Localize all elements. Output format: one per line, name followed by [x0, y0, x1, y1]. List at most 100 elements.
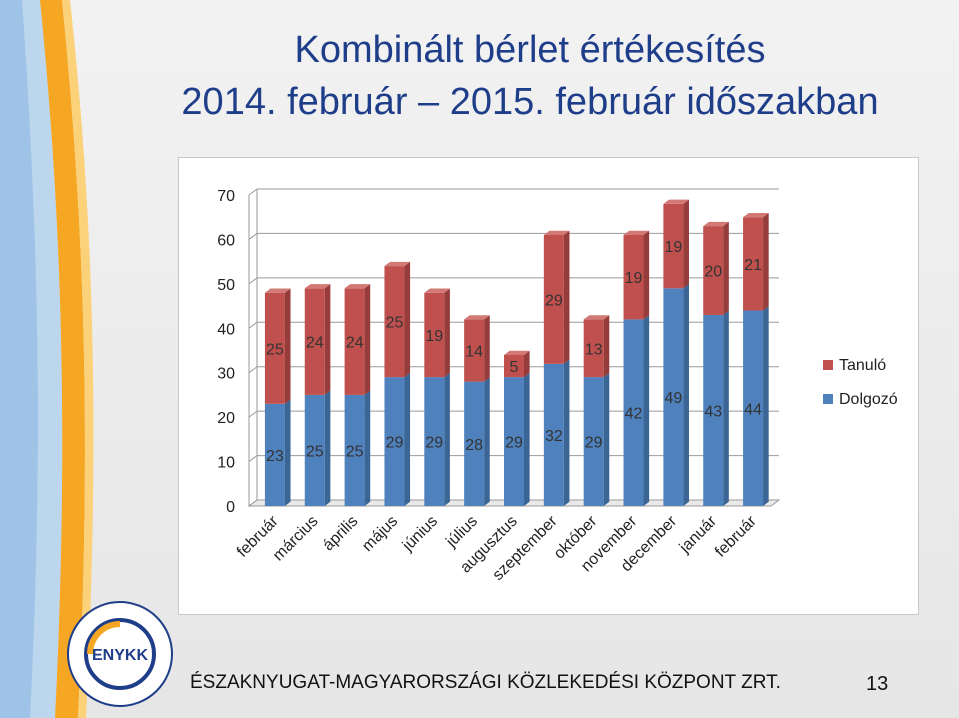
data-label: 25: [386, 315, 404, 332]
footer-organization: ÉSZAKNYUGAT-MAGYARORSZÁGI KÖZLEKEDÉSI KÖ…: [190, 672, 781, 693]
y-tick-label: 70: [217, 188, 235, 205]
bar-segment: [304, 288, 325, 395]
legend-swatch: [823, 360, 833, 370]
gridline-depth: [248, 188, 258, 196]
title-line-1: Kombinált bérlet értékesítés: [294, 29, 766, 71]
gridline-depth: [248, 410, 258, 418]
bar-segment: [543, 363, 564, 506]
bar-segment: [384, 377, 405, 506]
slide-title: Kombinált bérlet értékesítés 2014. febru…: [130, 24, 930, 128]
bar-segment: [703, 314, 724, 506]
bar-segment: [543, 234, 564, 364]
bar-side: [563, 359, 570, 506]
y-tick-label: 0: [226, 499, 235, 516]
x-category-label: május: [359, 513, 401, 555]
data-label: 24: [306, 335, 324, 352]
data-label: 19: [664, 239, 682, 256]
data-label: 5: [510, 359, 519, 376]
y-tick-label: 40: [217, 321, 235, 338]
data-label: 29: [425, 435, 443, 452]
data-label: 20: [704, 264, 722, 281]
bar-top: [504, 350, 530, 355]
bar-segment: [583, 377, 604, 506]
x-category-label: február: [712, 512, 760, 560]
bar-segment: [344, 394, 365, 506]
bar-segment: [703, 226, 724, 315]
bar-segment: [504, 377, 524, 506]
bar-segment: [344, 288, 365, 395]
page-number: 13: [866, 673, 889, 695]
bar-top: [623, 230, 650, 235]
data-label: 25: [346, 443, 364, 460]
bar-segment: [663, 203, 684, 289]
data-label: 28: [465, 437, 483, 454]
bar-segment: [304, 394, 325, 506]
bar-side: [364, 390, 371, 506]
bar-side: [643, 315, 650, 506]
bar-top: [583, 315, 610, 320]
gridline-depth: [248, 455, 258, 462]
bar-side: [324, 284, 331, 395]
bar-top: [703, 221, 729, 227]
bar-side: [683, 199, 689, 289]
y-tick-label: 50: [217, 277, 235, 294]
bar-segment: [623, 234, 644, 320]
gridline-depth: [248, 366, 258, 374]
bar-top: [384, 261, 411, 267]
data-label: 21: [744, 257, 762, 274]
y-tick-label: 20: [217, 410, 235, 427]
bar-top: [424, 288, 450, 293]
bar-segment: [743, 310, 764, 506]
bar-side: [563, 230, 570, 364]
bar-top: [344, 284, 371, 289]
x-category-label: március: [270, 513, 322, 565]
legend-swatch: [823, 394, 833, 404]
bar-side: [324, 390, 331, 506]
bar-segment: [264, 403, 285, 506]
data-label: 14: [465, 344, 483, 361]
bar-segment: [264, 292, 285, 404]
bar-side: [524, 372, 530, 506]
data-label: 49: [664, 390, 682, 407]
legend-label: Dolgozó: [839, 391, 898, 408]
bar-top: [663, 199, 689, 204]
bar-top: [464, 315, 490, 320]
data-label: 19: [425, 328, 443, 345]
bar-top: [304, 284, 331, 289]
data-label: 29: [386, 435, 404, 452]
gridline-depth: [248, 321, 258, 329]
bar-side: [683, 284, 689, 506]
bar-side: [763, 213, 769, 311]
x-category-label: június: [399, 513, 441, 555]
y-tick-label: 60: [217, 232, 235, 249]
bar-segment: [424, 292, 445, 378]
bar-segment: [464, 381, 485, 506]
bar-side: [444, 288, 450, 378]
data-label: 25: [266, 341, 284, 358]
bar-side: [284, 288, 291, 404]
bar-side: [484, 315, 490, 382]
bar-side: [444, 372, 450, 506]
bar-segment: [464, 319, 485, 382]
left-decoration: [0, 0, 94, 718]
data-label: 29: [505, 435, 523, 452]
stacked-bar-chart: 0 10 20 30 40 50 60 70 23 25 február 25 24 március 25 2…: [217, 188, 898, 584]
data-label: 29: [585, 435, 603, 452]
data-label: 24: [346, 335, 364, 352]
bar-side: [723, 310, 729, 506]
bar-side: [284, 399, 291, 506]
bar-side: [404, 372, 411, 506]
y-tick-label: 30: [217, 366, 235, 383]
bar-side: [603, 372, 610, 506]
bar-top: [743, 213, 769, 218]
gridline-depth: [248, 277, 258, 285]
gridline-depth: [248, 233, 258, 240]
data-label: 43: [704, 403, 722, 420]
bar-segment: [504, 354, 524, 378]
data-label: 42: [625, 406, 643, 423]
data-label: 44: [744, 401, 762, 418]
y-tick-label: 10: [217, 455, 235, 472]
bar-side: [603, 315, 610, 378]
logo-text: ENYKK: [92, 647, 148, 664]
bar-side: [404, 261, 411, 378]
